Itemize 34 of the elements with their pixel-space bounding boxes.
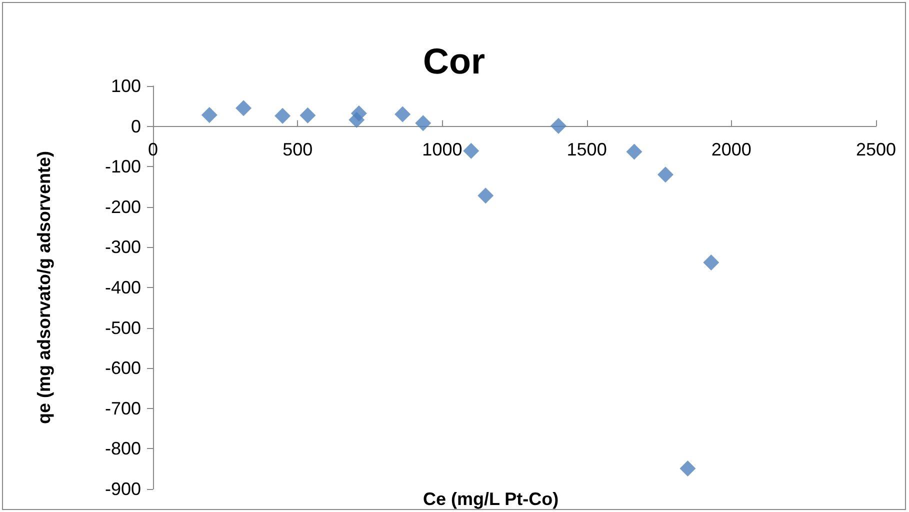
- y-tick-label: -600: [104, 358, 141, 378]
- x-tick-label: 1000: [422, 139, 462, 160]
- y-tick-label: -400: [104, 278, 141, 298]
- y-tick-label: 0: [130, 116, 141, 136]
- y-axis-title: qe (mg adsorvato/g adsorvente): [34, 150, 54, 424]
- y-tick-label: -900: [104, 479, 141, 499]
- y-tick-label: -100: [104, 156, 141, 177]
- point: [626, 144, 642, 160]
- x-tick-label: 0: [148, 139, 158, 160]
- point: [478, 188, 494, 204]
- point: [236, 100, 252, 116]
- x-tick-label: 2500: [856, 139, 896, 160]
- point: [201, 107, 218, 124]
- point: [415, 115, 432, 132]
- point: [703, 254, 720, 271]
- point: [394, 106, 411, 122]
- point: [680, 460, 696, 476]
- point: [350, 105, 367, 122]
- y-tick-label: -800: [104, 438, 141, 459]
- point: [463, 142, 480, 159]
- y-tick-label: -300: [104, 237, 141, 258]
- x-tick-label: 1500: [566, 139, 607, 160]
- x-tick-label: 2000: [711, 139, 752, 160]
- point: [550, 118, 566, 134]
- chart-title: Cor: [423, 40, 485, 82]
- y-tick-label: -700: [104, 398, 141, 418]
- y-tick-label: -500: [104, 318, 141, 338]
- point: [274, 108, 291, 124]
- x-tick-label: 500: [282, 139, 313, 160]
- y-tick-label: -200: [104, 196, 141, 217]
- y-tick-label: 100: [110, 76, 141, 96]
- point: [657, 166, 674, 183]
- point: [300, 107, 316, 124]
- x-axis-title: Ce (mg/L Pt-Co): [423, 489, 559, 509]
